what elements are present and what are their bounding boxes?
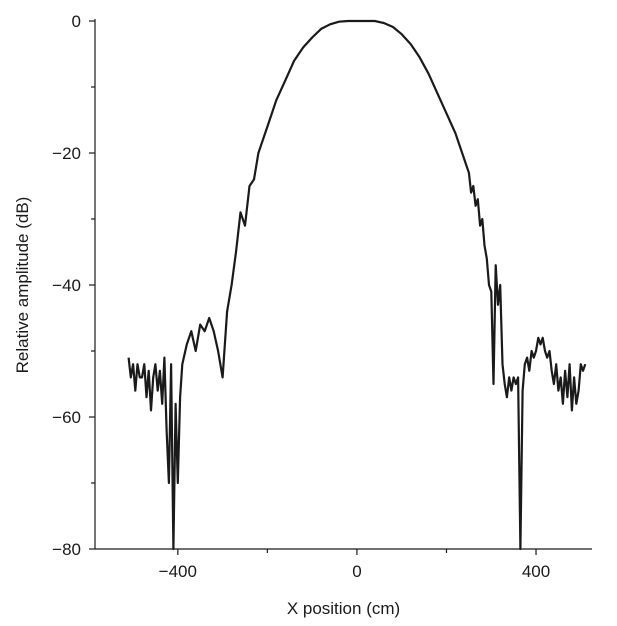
- axis-tick-labels: 0 −20 −40 −60 −80 −400 0 400: [52, 12, 550, 581]
- x-axis-label: X position (cm): [287, 599, 400, 618]
- x-tick-label: −400: [159, 562, 197, 581]
- x-tick-label: 0: [352, 562, 361, 581]
- series-line: [127, 19, 587, 551]
- y-tick-label: −80: [52, 540, 81, 559]
- x-tick-label: 400: [522, 562, 550, 581]
- y-tick-label: −40: [52, 276, 81, 295]
- y-tick-label: 0: [72, 12, 81, 31]
- y-tick-label: −60: [52, 408, 81, 427]
- y-tick-label: −20: [52, 144, 81, 163]
- axis-ticks: [89, 20, 537, 555]
- y-axis-label: Relative amplitude (dB): [13, 197, 32, 374]
